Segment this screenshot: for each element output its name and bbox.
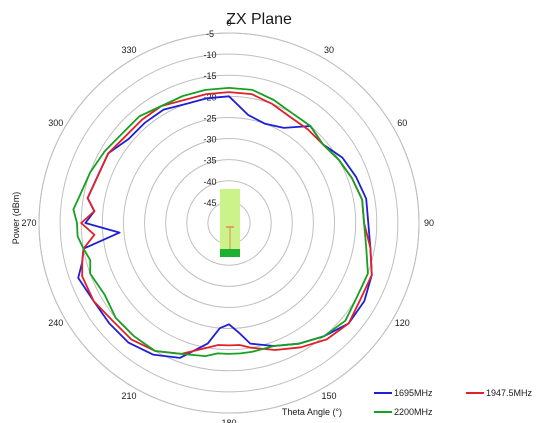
angle-tick-labels: 0 30 60 90 120 150 180 210 240 270 300 330 (21, 18, 434, 423)
x-axis-label: Theta Angle (°) (282, 407, 342, 417)
angle-tick-label: 300 (48, 118, 63, 128)
angle-tick-label: 120 (395, 318, 410, 328)
radial-tick-label: -15 (203, 71, 216, 81)
y-axis-label: Power (dBm) (11, 192, 21, 245)
legend-label: 2200MHz (394, 407, 433, 417)
radial-tick-label: -40 (203, 177, 216, 187)
radial-tick-labels: -5-10-15-20-25-30-35-40-45 (203, 29, 216, 208)
angle-tick-label: 30 (324, 45, 334, 55)
radial-tick-label: -10 (203, 50, 216, 60)
inset-panel (220, 189, 240, 257)
radial-tick-label: -35 (203, 156, 216, 166)
radial-tick-label: -5 (206, 29, 214, 39)
series-line-2200mhz (72, 87, 369, 357)
angle-tick-label: 60 (397, 118, 407, 128)
radial-tick-label: -25 (203, 113, 216, 123)
angle-tick-label: 330 (121, 45, 136, 55)
radial-tick-label: -45 (203, 198, 216, 208)
inset-base (220, 249, 240, 257)
angle-tick-label: 0 (226, 18, 231, 28)
grid-ring (38, 32, 420, 414)
grid-ring (59, 53, 399, 393)
grid-ring (186, 180, 272, 266)
legend-label: 1695MHz (394, 388, 433, 398)
angle-tick-label: 210 (121, 391, 136, 401)
legend: 1695MHz 1947.5MHz 2200MHz (374, 388, 533, 417)
radial-tick-label: -30 (203, 135, 216, 145)
angle-tick-label: 90 (424, 218, 434, 228)
center-inset (220, 189, 240, 257)
grid-ring (165, 159, 293, 287)
angle-tick-label: 150 (321, 391, 336, 401)
angle-tick-label: 270 (21, 218, 36, 228)
angle-tick-label: 180 (221, 418, 236, 423)
grid-ring (122, 116, 336, 330)
grid-ring (144, 138, 314, 308)
legend-label: 1947.5MHz (486, 388, 533, 398)
chart-title: ZX Plane (226, 11, 292, 28)
series-lines (72, 87, 373, 359)
angle-tick-label: 240 (48, 318, 63, 328)
radial-grid (38, 32, 420, 414)
